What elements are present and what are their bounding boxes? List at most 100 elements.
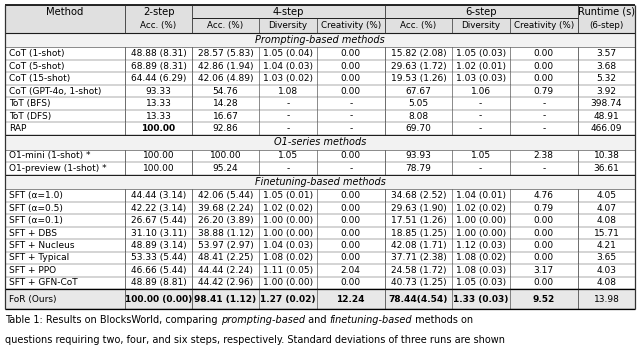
- Text: 3.68: 3.68: [596, 62, 616, 71]
- Text: 13.33: 13.33: [146, 112, 172, 121]
- Text: 48.89 (3.14): 48.89 (3.14): [131, 241, 186, 250]
- Text: 100.00: 100.00: [141, 124, 175, 133]
- Text: 1.00 (0.00): 1.00 (0.00): [262, 278, 313, 287]
- Text: CoT (15-shot): CoT (15-shot): [9, 74, 70, 83]
- Text: 42.08 (1.71): 42.08 (1.71): [390, 241, 446, 250]
- Text: 9.52: 9.52: [532, 294, 555, 304]
- Text: 13.98: 13.98: [593, 294, 620, 304]
- Text: 100.00 (0.00): 100.00 (0.00): [125, 294, 192, 304]
- Text: 95.24: 95.24: [212, 164, 238, 173]
- Text: 0.00: 0.00: [340, 229, 361, 238]
- Text: 100.00: 100.00: [210, 151, 241, 160]
- Text: 1.02 (0.01): 1.02 (0.01): [456, 62, 506, 71]
- Text: (6-step): (6-step): [589, 21, 623, 30]
- Text: -: -: [286, 99, 289, 108]
- Text: 42.06 (4.89): 42.06 (4.89): [198, 74, 253, 83]
- Text: 42.22 (3.14): 42.22 (3.14): [131, 204, 186, 212]
- Text: 0.00: 0.00: [340, 87, 361, 95]
- Text: -: -: [542, 124, 545, 133]
- Text: SFT + Nucleus: SFT + Nucleus: [9, 241, 74, 250]
- Text: 1.05: 1.05: [470, 151, 491, 160]
- Text: 0.00: 0.00: [534, 241, 554, 250]
- Text: Method: Method: [47, 7, 84, 17]
- Bar: [5, 5, 635, 33]
- Text: 4.08: 4.08: [596, 278, 616, 287]
- Text: 1.05: 1.05: [278, 151, 298, 160]
- Text: 466.09: 466.09: [591, 124, 622, 133]
- Text: SFT (α=0.5): SFT (α=0.5): [9, 204, 63, 212]
- Text: 398.74: 398.74: [591, 99, 622, 108]
- Text: 78.79: 78.79: [405, 164, 431, 173]
- Text: 1.27 (0.02): 1.27 (0.02): [260, 294, 316, 304]
- Text: 1.08 (0.02): 1.08 (0.02): [262, 253, 313, 263]
- Text: -: -: [349, 124, 353, 133]
- Text: 46.66 (5.44): 46.66 (5.44): [131, 266, 186, 275]
- Text: -: -: [479, 164, 483, 173]
- Text: Acc. (%): Acc. (%): [400, 21, 436, 30]
- Text: 0.00: 0.00: [534, 278, 554, 287]
- Text: SFT + GFN-CoT: SFT + GFN-CoT: [9, 278, 77, 287]
- Text: 13.33: 13.33: [146, 99, 172, 108]
- Text: Creativity (%): Creativity (%): [321, 21, 381, 30]
- Text: -: -: [542, 164, 545, 173]
- Text: Acc. (%): Acc. (%): [140, 21, 177, 30]
- Text: Acc. (%): Acc. (%): [207, 21, 244, 30]
- Text: 26.20 (3.89): 26.20 (3.89): [198, 216, 253, 225]
- Text: 0.00: 0.00: [340, 151, 361, 160]
- Text: 0.00: 0.00: [340, 204, 361, 212]
- Text: 78.44(4.54): 78.44(4.54): [388, 294, 448, 304]
- Text: 67.67: 67.67: [405, 87, 431, 95]
- Text: Diversity: Diversity: [461, 21, 500, 30]
- Text: methods on: methods on: [412, 315, 473, 325]
- Text: SFT (α=1.0): SFT (α=1.0): [9, 191, 63, 200]
- Text: 2-step: 2-step: [143, 7, 174, 17]
- Text: -: -: [479, 99, 483, 108]
- Text: 2.38: 2.38: [534, 151, 554, 160]
- Text: 42.86 (1.94): 42.86 (1.94): [198, 62, 253, 71]
- Text: 3.65: 3.65: [596, 253, 616, 263]
- Text: 54.76: 54.76: [212, 87, 238, 95]
- Text: -: -: [286, 112, 289, 121]
- Text: 1.02 (0.02): 1.02 (0.02): [456, 204, 506, 212]
- Text: -: -: [349, 112, 353, 121]
- Text: 1.08 (0.03): 1.08 (0.03): [456, 266, 506, 275]
- Text: Finetuning-based methods: Finetuning-based methods: [255, 177, 385, 187]
- Text: -: -: [286, 124, 289, 133]
- Text: prompting-based: prompting-based: [221, 315, 305, 325]
- Text: 1.00 (0.00): 1.00 (0.00): [262, 229, 313, 238]
- Text: Creativity (%): Creativity (%): [513, 21, 574, 30]
- Text: 10.38: 10.38: [593, 151, 620, 160]
- Text: 28.57 (5.83): 28.57 (5.83): [198, 49, 253, 58]
- Text: 4.05: 4.05: [596, 191, 616, 200]
- Text: 1.00 (0.00): 1.00 (0.00): [456, 216, 506, 225]
- Text: 3.17: 3.17: [534, 266, 554, 275]
- Text: -: -: [286, 164, 289, 173]
- Bar: [5, 174, 635, 189]
- Text: 0.00: 0.00: [534, 229, 554, 238]
- Text: 0.00: 0.00: [340, 278, 361, 287]
- Text: 0.00: 0.00: [340, 74, 361, 83]
- Text: Prompting-based methods: Prompting-based methods: [255, 35, 385, 45]
- Text: 44.42 (2.96): 44.42 (2.96): [198, 278, 253, 287]
- Text: 1.05 (0.03): 1.05 (0.03): [456, 278, 506, 287]
- Text: 17.51 (1.26): 17.51 (1.26): [390, 216, 446, 225]
- Text: 18.85 (1.25): 18.85 (1.25): [390, 229, 446, 238]
- Text: 0.00: 0.00: [534, 49, 554, 58]
- Text: 48.89 (8.81): 48.89 (8.81): [131, 278, 186, 287]
- Text: 68.89 (8.31): 68.89 (8.31): [131, 62, 186, 71]
- Text: 31.10 (3.11): 31.10 (3.11): [131, 229, 186, 238]
- Text: finetuning-based: finetuning-based: [330, 315, 412, 325]
- Text: 5.05: 5.05: [408, 99, 428, 108]
- Text: 1.04 (0.03): 1.04 (0.03): [262, 62, 313, 71]
- Text: 98.41 (1.12): 98.41 (1.12): [195, 294, 257, 304]
- Text: 1.05 (0.04): 1.05 (0.04): [262, 49, 313, 58]
- Text: -: -: [479, 124, 483, 133]
- Text: 29.63 (1.72): 29.63 (1.72): [390, 62, 446, 71]
- Text: SFT (α=0.1): SFT (α=0.1): [9, 216, 63, 225]
- Text: 1.03 (0.02): 1.03 (0.02): [262, 74, 313, 83]
- Text: 1.33 (0.03): 1.33 (0.03): [453, 294, 508, 304]
- Text: 1.08 (0.02): 1.08 (0.02): [456, 253, 506, 263]
- Text: 0.00: 0.00: [340, 62, 361, 71]
- Text: 100.00: 100.00: [143, 151, 174, 160]
- Text: 1.04 (0.01): 1.04 (0.01): [456, 191, 506, 200]
